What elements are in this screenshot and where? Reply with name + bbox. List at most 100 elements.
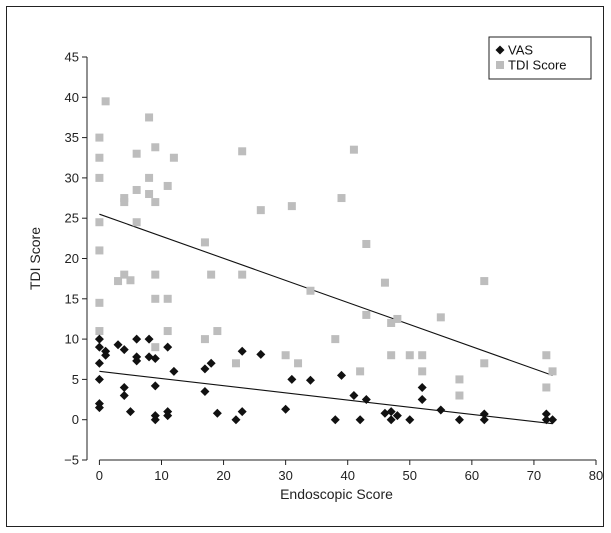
y-tick-label: 15 (65, 291, 79, 306)
point-vas (479, 415, 489, 425)
point-tdi-score (542, 383, 551, 392)
point-tdi-score (200, 238, 209, 247)
point-tdi-score (238, 147, 247, 156)
point-tdi-score (95, 133, 104, 142)
point-tdi-score (287, 202, 296, 211)
point-vas (237, 407, 247, 417)
point-tdi-score (145, 173, 154, 182)
point-vas (237, 346, 247, 356)
point-vas (163, 342, 173, 352)
y-tick-label: −5 (64, 453, 79, 468)
point-tdi-score (151, 198, 160, 207)
y-tick-label: 45 (65, 50, 79, 65)
point-tdi-score (306, 286, 315, 295)
trend-line-tdi-score (99, 213, 553, 376)
point-vas (119, 382, 129, 392)
y-tick-label: 40 (65, 90, 79, 105)
point-vas (386, 407, 396, 417)
point-vas (405, 415, 415, 425)
point-vas (94, 342, 104, 352)
point-vas (132, 334, 142, 344)
point-tdi-score (151, 294, 160, 303)
point-vas (169, 366, 179, 376)
point-tdi-score (387, 351, 396, 360)
point-tdi-score (356, 367, 365, 376)
point-vas (417, 395, 427, 405)
point-vas (150, 353, 160, 363)
point-tdi-score (95, 327, 104, 336)
x-ticks: 0 10 20 30 40 50 60 70 80 (96, 460, 603, 483)
point-tdi-score (95, 246, 104, 255)
point-tdi-score (95, 153, 104, 162)
chart-frame: −5 0 5 10 15 20 25 30 35 40 45 0 10 20 30 40 50 60 70 80 E… (6, 6, 604, 527)
point-vas (436, 405, 446, 415)
x-tick-label: 80 (589, 468, 603, 483)
x-axis-title: Endoscopic Score (280, 486, 393, 502)
point-vas (144, 334, 154, 344)
point-vas (541, 415, 551, 425)
point-vas (150, 381, 160, 391)
point-tdi-score (387, 318, 396, 327)
point-vas (361, 395, 371, 405)
point-tdi-score (151, 143, 160, 152)
point-vas (454, 415, 464, 425)
legend-tdi-label: TDI Score (508, 58, 567, 73)
point-vas (94, 334, 104, 344)
point-tdi-score (231, 359, 240, 368)
point-tdi-score (95, 218, 104, 227)
point-tdi-score (132, 218, 141, 227)
y-tick-label: 25 (65, 211, 79, 226)
point-tdi-score (455, 375, 464, 384)
point-vas (417, 382, 427, 392)
point-tdi-score (126, 276, 135, 285)
y-tick-label: 20 (65, 251, 79, 266)
legend-box (488, 36, 592, 80)
point-tdi-score (542, 351, 551, 360)
point-tdi-score (362, 310, 371, 319)
point-vas (479, 409, 489, 419)
point-tdi-score (362, 239, 371, 248)
y-ticks: −5 0 5 10 15 20 25 30 35 40 45 (64, 50, 87, 468)
point-vas (125, 407, 135, 417)
point-tdi-score (132, 185, 141, 194)
point-tdi-score (120, 198, 129, 207)
point-tdi-score (349, 145, 358, 154)
point-tdi-score (455, 391, 464, 400)
legend-vas-diamond-marker (495, 45, 505, 55)
y-tick-label: 10 (65, 332, 79, 347)
point-tdi-score (405, 351, 414, 360)
point-vas (101, 350, 111, 360)
point-tdi-score (418, 367, 427, 376)
legend-vas-label: VAS (508, 43, 533, 58)
point-tdi-score (238, 270, 247, 279)
point-tdi-score (480, 359, 489, 368)
point-vas (330, 415, 340, 425)
point-tdi-score (163, 327, 172, 336)
point-vas (212, 408, 222, 418)
data-points (94, 97, 558, 425)
point-tdi-score (331, 335, 340, 344)
point-vas (548, 415, 558, 425)
point-vas (541, 409, 551, 419)
point-tdi-score (163, 294, 172, 303)
point-vas (392, 411, 402, 421)
point-tdi-score (418, 351, 427, 360)
x-tick-label: 20 (216, 468, 230, 483)
point-vas (94, 403, 104, 413)
point-tdi-score (436, 313, 445, 322)
point-vas (94, 358, 104, 368)
y-tick-label: 5 (72, 372, 79, 387)
point-tdi-score (169, 153, 178, 162)
x-tick-label: 50 (403, 468, 417, 483)
point-tdi-score (207, 270, 216, 279)
point-tdi-score (120, 270, 129, 279)
point-tdi-score (145, 113, 154, 122)
x-tick-label: 40 (340, 468, 354, 483)
point-vas (132, 356, 142, 366)
legend-tdi-square-marker (496, 61, 504, 69)
point-tdi-score (145, 190, 154, 199)
point-vas (113, 340, 123, 350)
point-tdi-score (380, 278, 389, 287)
axes: −5 0 5 10 15 20 25 30 35 40 45 0 10 20 30 40 50 60 70 80 (64, 50, 603, 484)
y-tick-label: 30 (65, 170, 79, 185)
